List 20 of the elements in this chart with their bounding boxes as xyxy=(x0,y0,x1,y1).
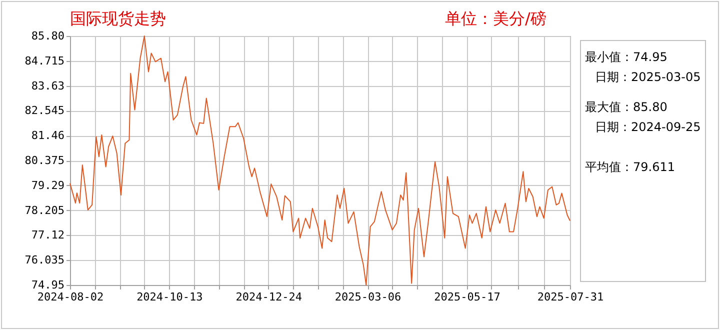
y-tick-label: 84.715 xyxy=(24,54,64,68)
x-tick-label: 2024-10-13 xyxy=(136,290,203,304)
x-tick-label: 2025-03-06 xyxy=(334,290,402,304)
chart-subtitle: 单位：美分/磅 xyxy=(445,9,546,30)
x-tick-label: 2024-12-24 xyxy=(236,290,302,304)
y-tick-label: 83.63 xyxy=(31,79,64,92)
y-tick-label: 82.545 xyxy=(24,104,64,118)
x-tick-label: 2025-07-31 xyxy=(537,290,604,304)
y-tick-label: 74.95 xyxy=(31,278,64,292)
chart-title: 国际现货走势 xyxy=(70,9,166,30)
x-tick-label: 2024-08-02 xyxy=(37,290,104,304)
stats-panel: 最小值：74.95 日期：2025-03-05 最大值：85.80 日期：2024-09-25 平均值：79.611 xyxy=(580,40,706,282)
y-tick-label: 79.29 xyxy=(31,178,64,192)
y-tick-label: 76.035 xyxy=(24,254,64,267)
x-tick-label: 2025-05-17 xyxy=(434,290,500,304)
y-tick-label: 80.375 xyxy=(24,154,64,167)
y-tick-label: 78.205 xyxy=(24,204,64,217)
y-tick-label: 77.12 xyxy=(31,228,64,242)
y-tick-label: 81.46 xyxy=(31,129,64,142)
y-tick-label: 85.80 xyxy=(31,30,64,42)
